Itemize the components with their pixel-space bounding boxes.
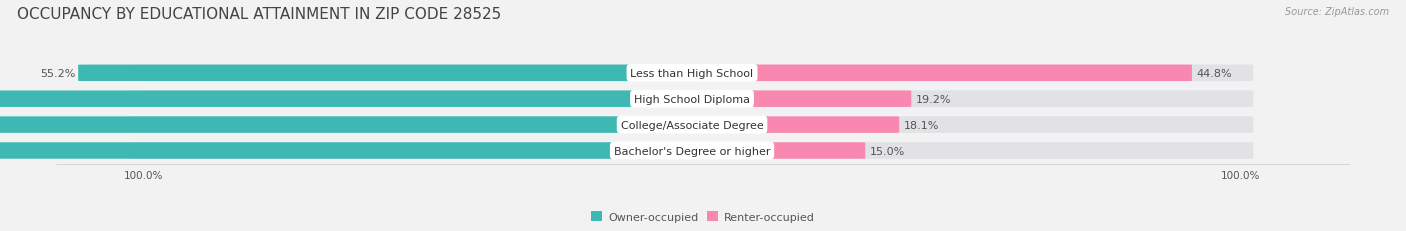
FancyBboxPatch shape bbox=[131, 143, 1253, 159]
Text: 44.8%: 44.8% bbox=[1197, 69, 1232, 79]
Text: High School Diploma: High School Diploma bbox=[634, 94, 749, 104]
FancyBboxPatch shape bbox=[131, 117, 1253, 133]
Text: Source: ZipAtlas.com: Source: ZipAtlas.com bbox=[1285, 7, 1389, 17]
FancyBboxPatch shape bbox=[683, 143, 865, 159]
Text: Less than High School: Less than High School bbox=[630, 69, 754, 79]
Text: Bachelor's Degree or higher: Bachelor's Degree or higher bbox=[614, 146, 770, 156]
Text: 19.2%: 19.2% bbox=[915, 94, 952, 104]
Text: OCCUPANCY BY EDUCATIONAL ATTAINMENT IN ZIP CODE 28525: OCCUPANCY BY EDUCATIONAL ATTAINMENT IN Z… bbox=[17, 7, 501, 22]
FancyBboxPatch shape bbox=[131, 91, 1253, 108]
FancyBboxPatch shape bbox=[0, 117, 700, 133]
FancyBboxPatch shape bbox=[683, 91, 911, 107]
FancyBboxPatch shape bbox=[79, 65, 700, 82]
Legend: Owner-occupied, Renter-occupied: Owner-occupied, Renter-occupied bbox=[592, 211, 814, 222]
FancyBboxPatch shape bbox=[683, 65, 1192, 82]
FancyBboxPatch shape bbox=[0, 143, 700, 159]
FancyBboxPatch shape bbox=[0, 91, 700, 107]
Text: College/Associate Degree: College/Associate Degree bbox=[620, 120, 763, 130]
Text: 18.1%: 18.1% bbox=[904, 120, 939, 130]
Text: 55.2%: 55.2% bbox=[41, 69, 76, 79]
FancyBboxPatch shape bbox=[683, 117, 900, 133]
FancyBboxPatch shape bbox=[131, 65, 1253, 82]
Text: 15.0%: 15.0% bbox=[870, 146, 905, 156]
